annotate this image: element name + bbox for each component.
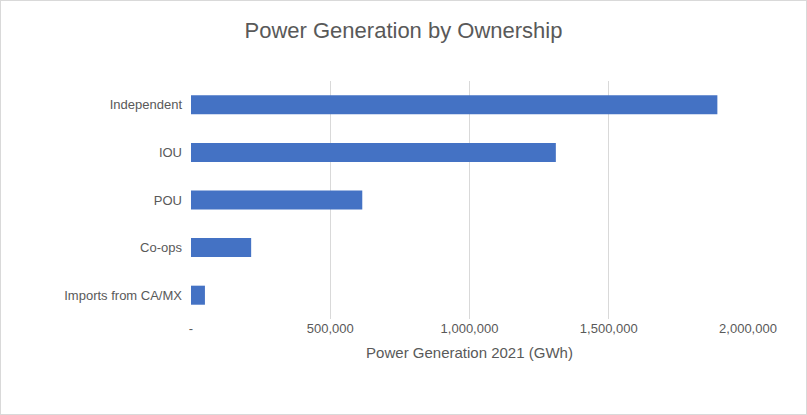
svg-text:1,500,000: 1,500,000	[580, 321, 638, 336]
svg-text:1,000,000: 1,000,000	[441, 321, 499, 336]
svg-text:Power Generation by Ownership: Power Generation by Ownership	[245, 18, 563, 43]
svg-text:Independent: Independent	[110, 97, 183, 112]
svg-text:Co-ops: Co-ops	[140, 240, 182, 255]
svg-text:2,000,000: 2,000,000	[719, 321, 777, 336]
svg-text:-: -	[189, 321, 193, 336]
svg-text:500,000: 500,000	[307, 321, 354, 336]
svg-text:IOU: IOU	[159, 145, 182, 160]
svg-text:Power Generation 2021 (GWh): Power Generation 2021 (GWh)	[366, 344, 573, 361]
svg-text:POU: POU	[154, 193, 182, 208]
svg-text:Imports from CA/MX: Imports from CA/MX	[64, 288, 182, 303]
